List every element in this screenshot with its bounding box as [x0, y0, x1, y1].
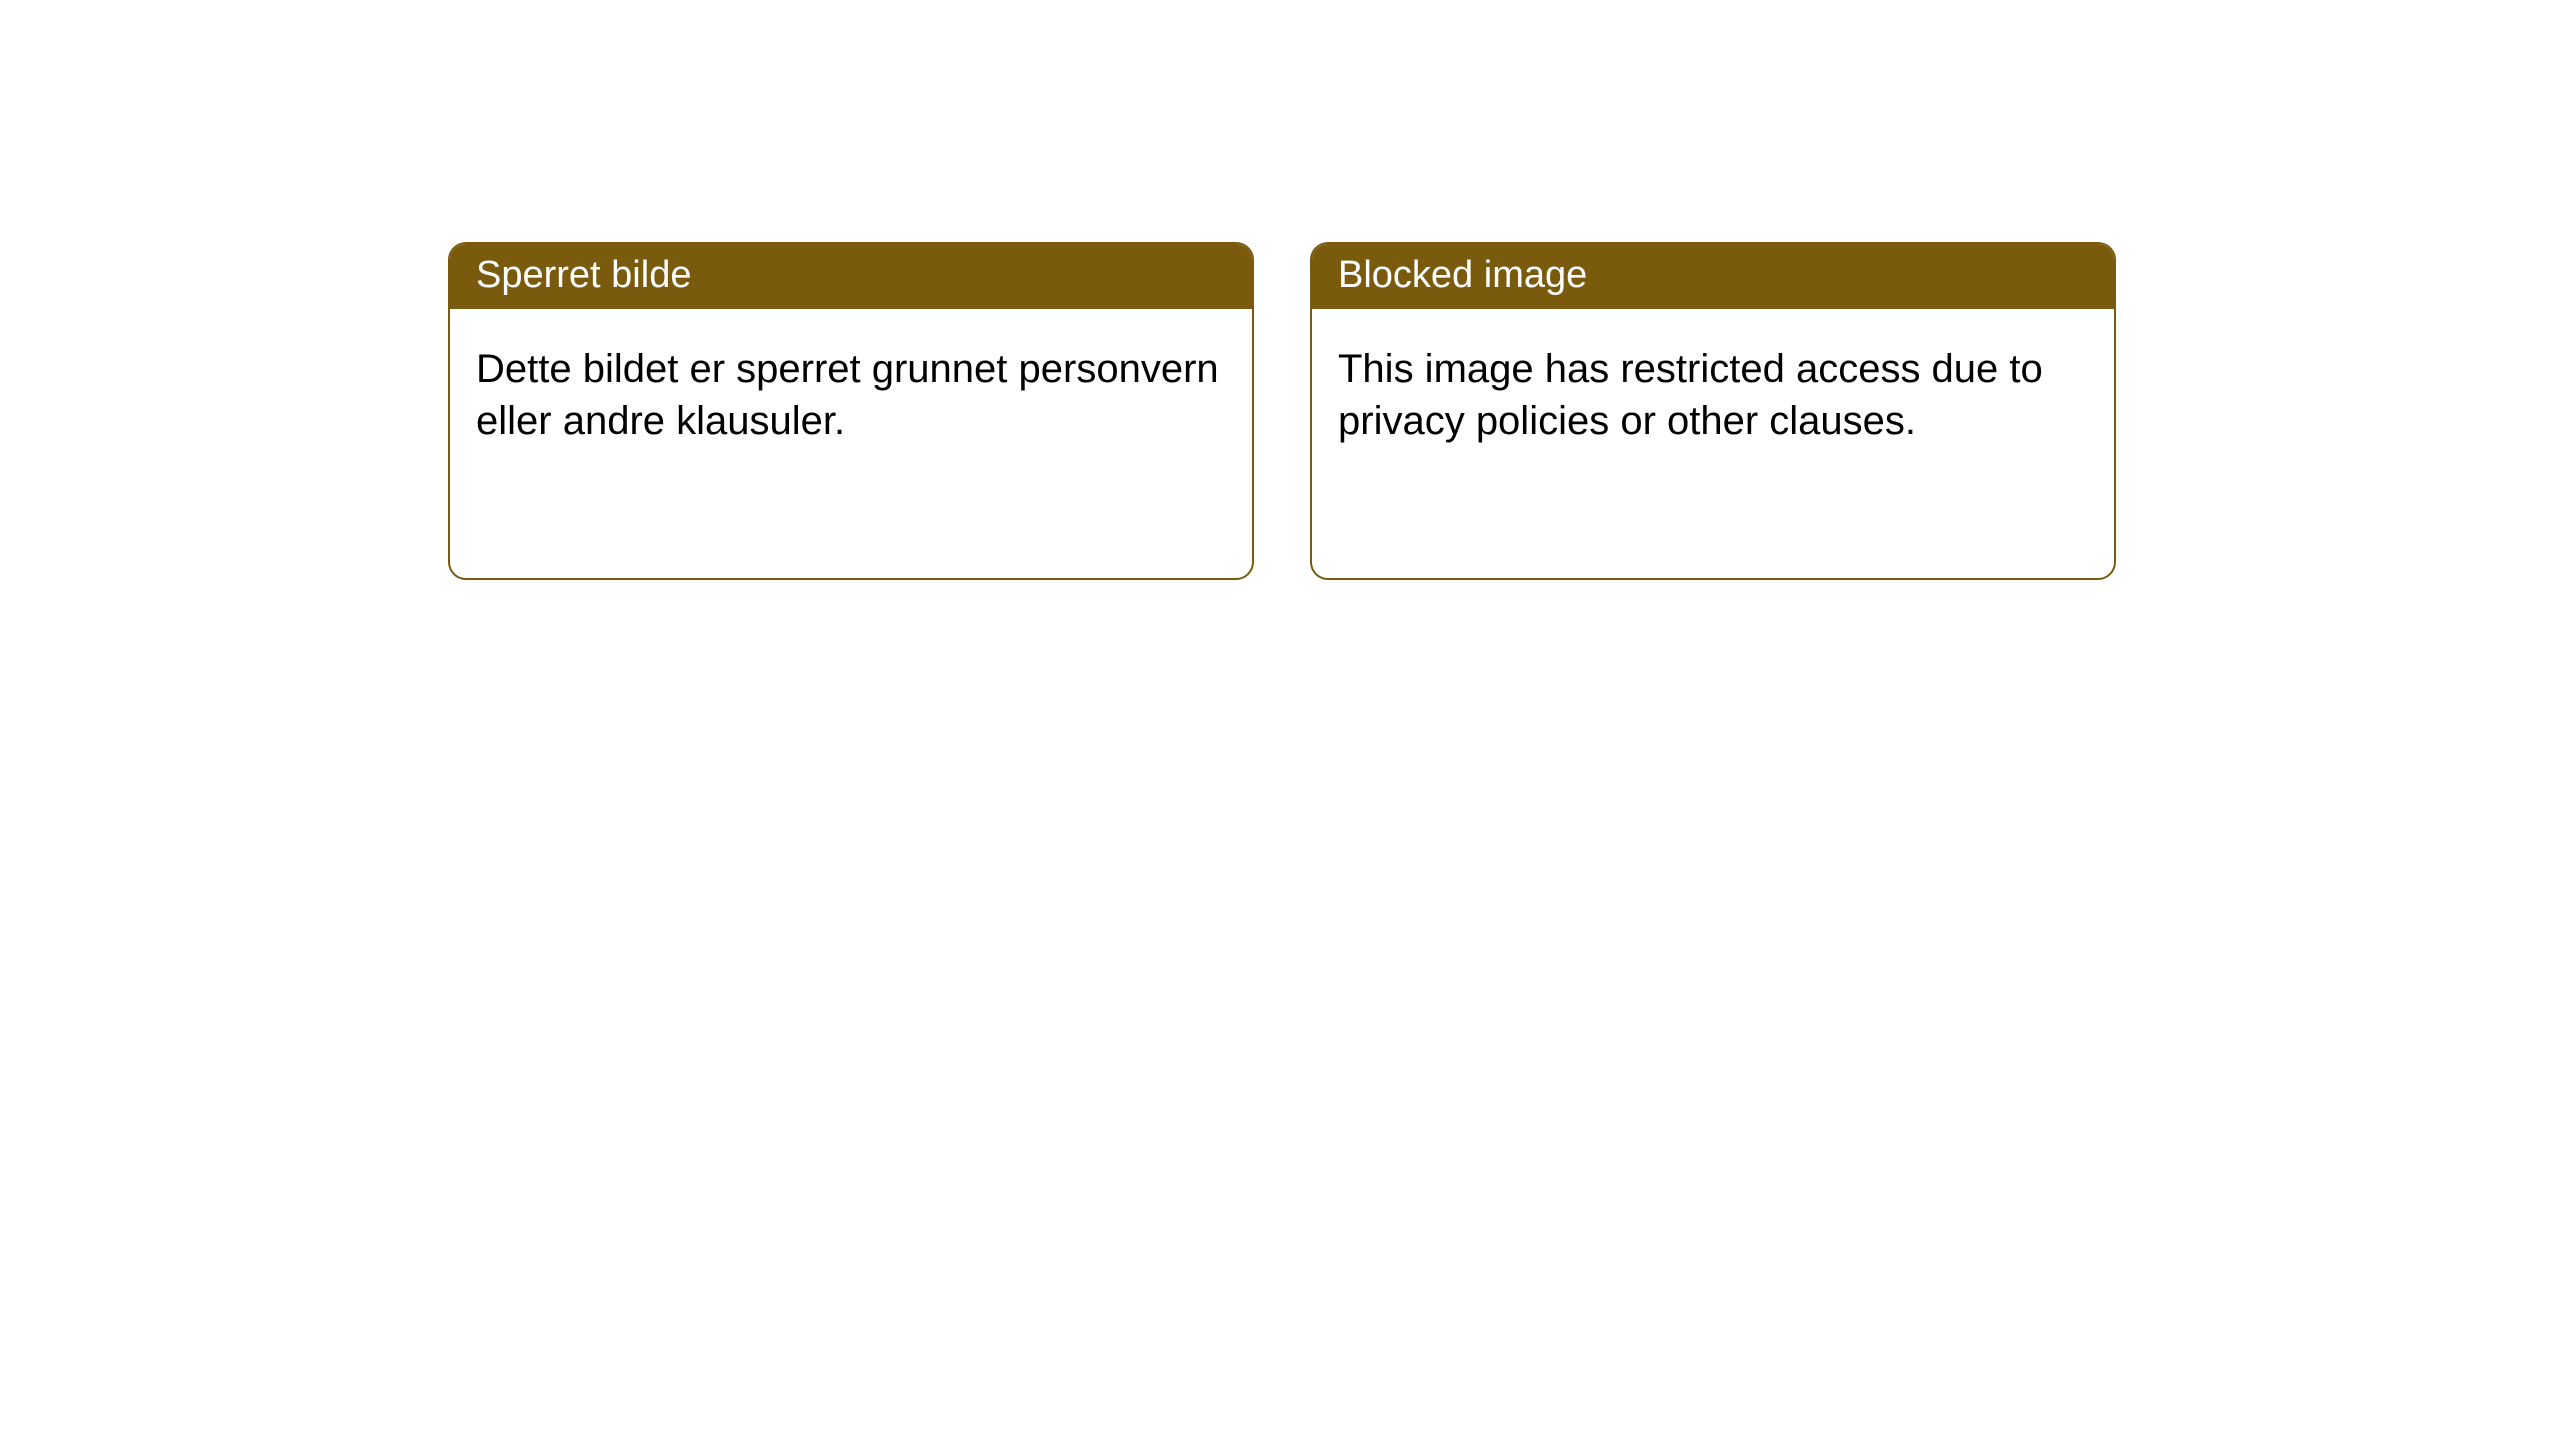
- card-container: Sperret bilde Dette bildet er sperret gr…: [0, 0, 2560, 580]
- blocked-image-card-norwegian: Sperret bilde Dette bildet er sperret gr…: [448, 242, 1254, 580]
- card-header: Blocked image: [1312, 244, 2114, 309]
- card-header: Sperret bilde: [450, 244, 1252, 309]
- card-body: This image has restricted access due to …: [1312, 309, 2114, 481]
- card-body: Dette bildet er sperret grunnet personve…: [450, 309, 1252, 481]
- blocked-image-card-english: Blocked image This image has restricted …: [1310, 242, 2116, 580]
